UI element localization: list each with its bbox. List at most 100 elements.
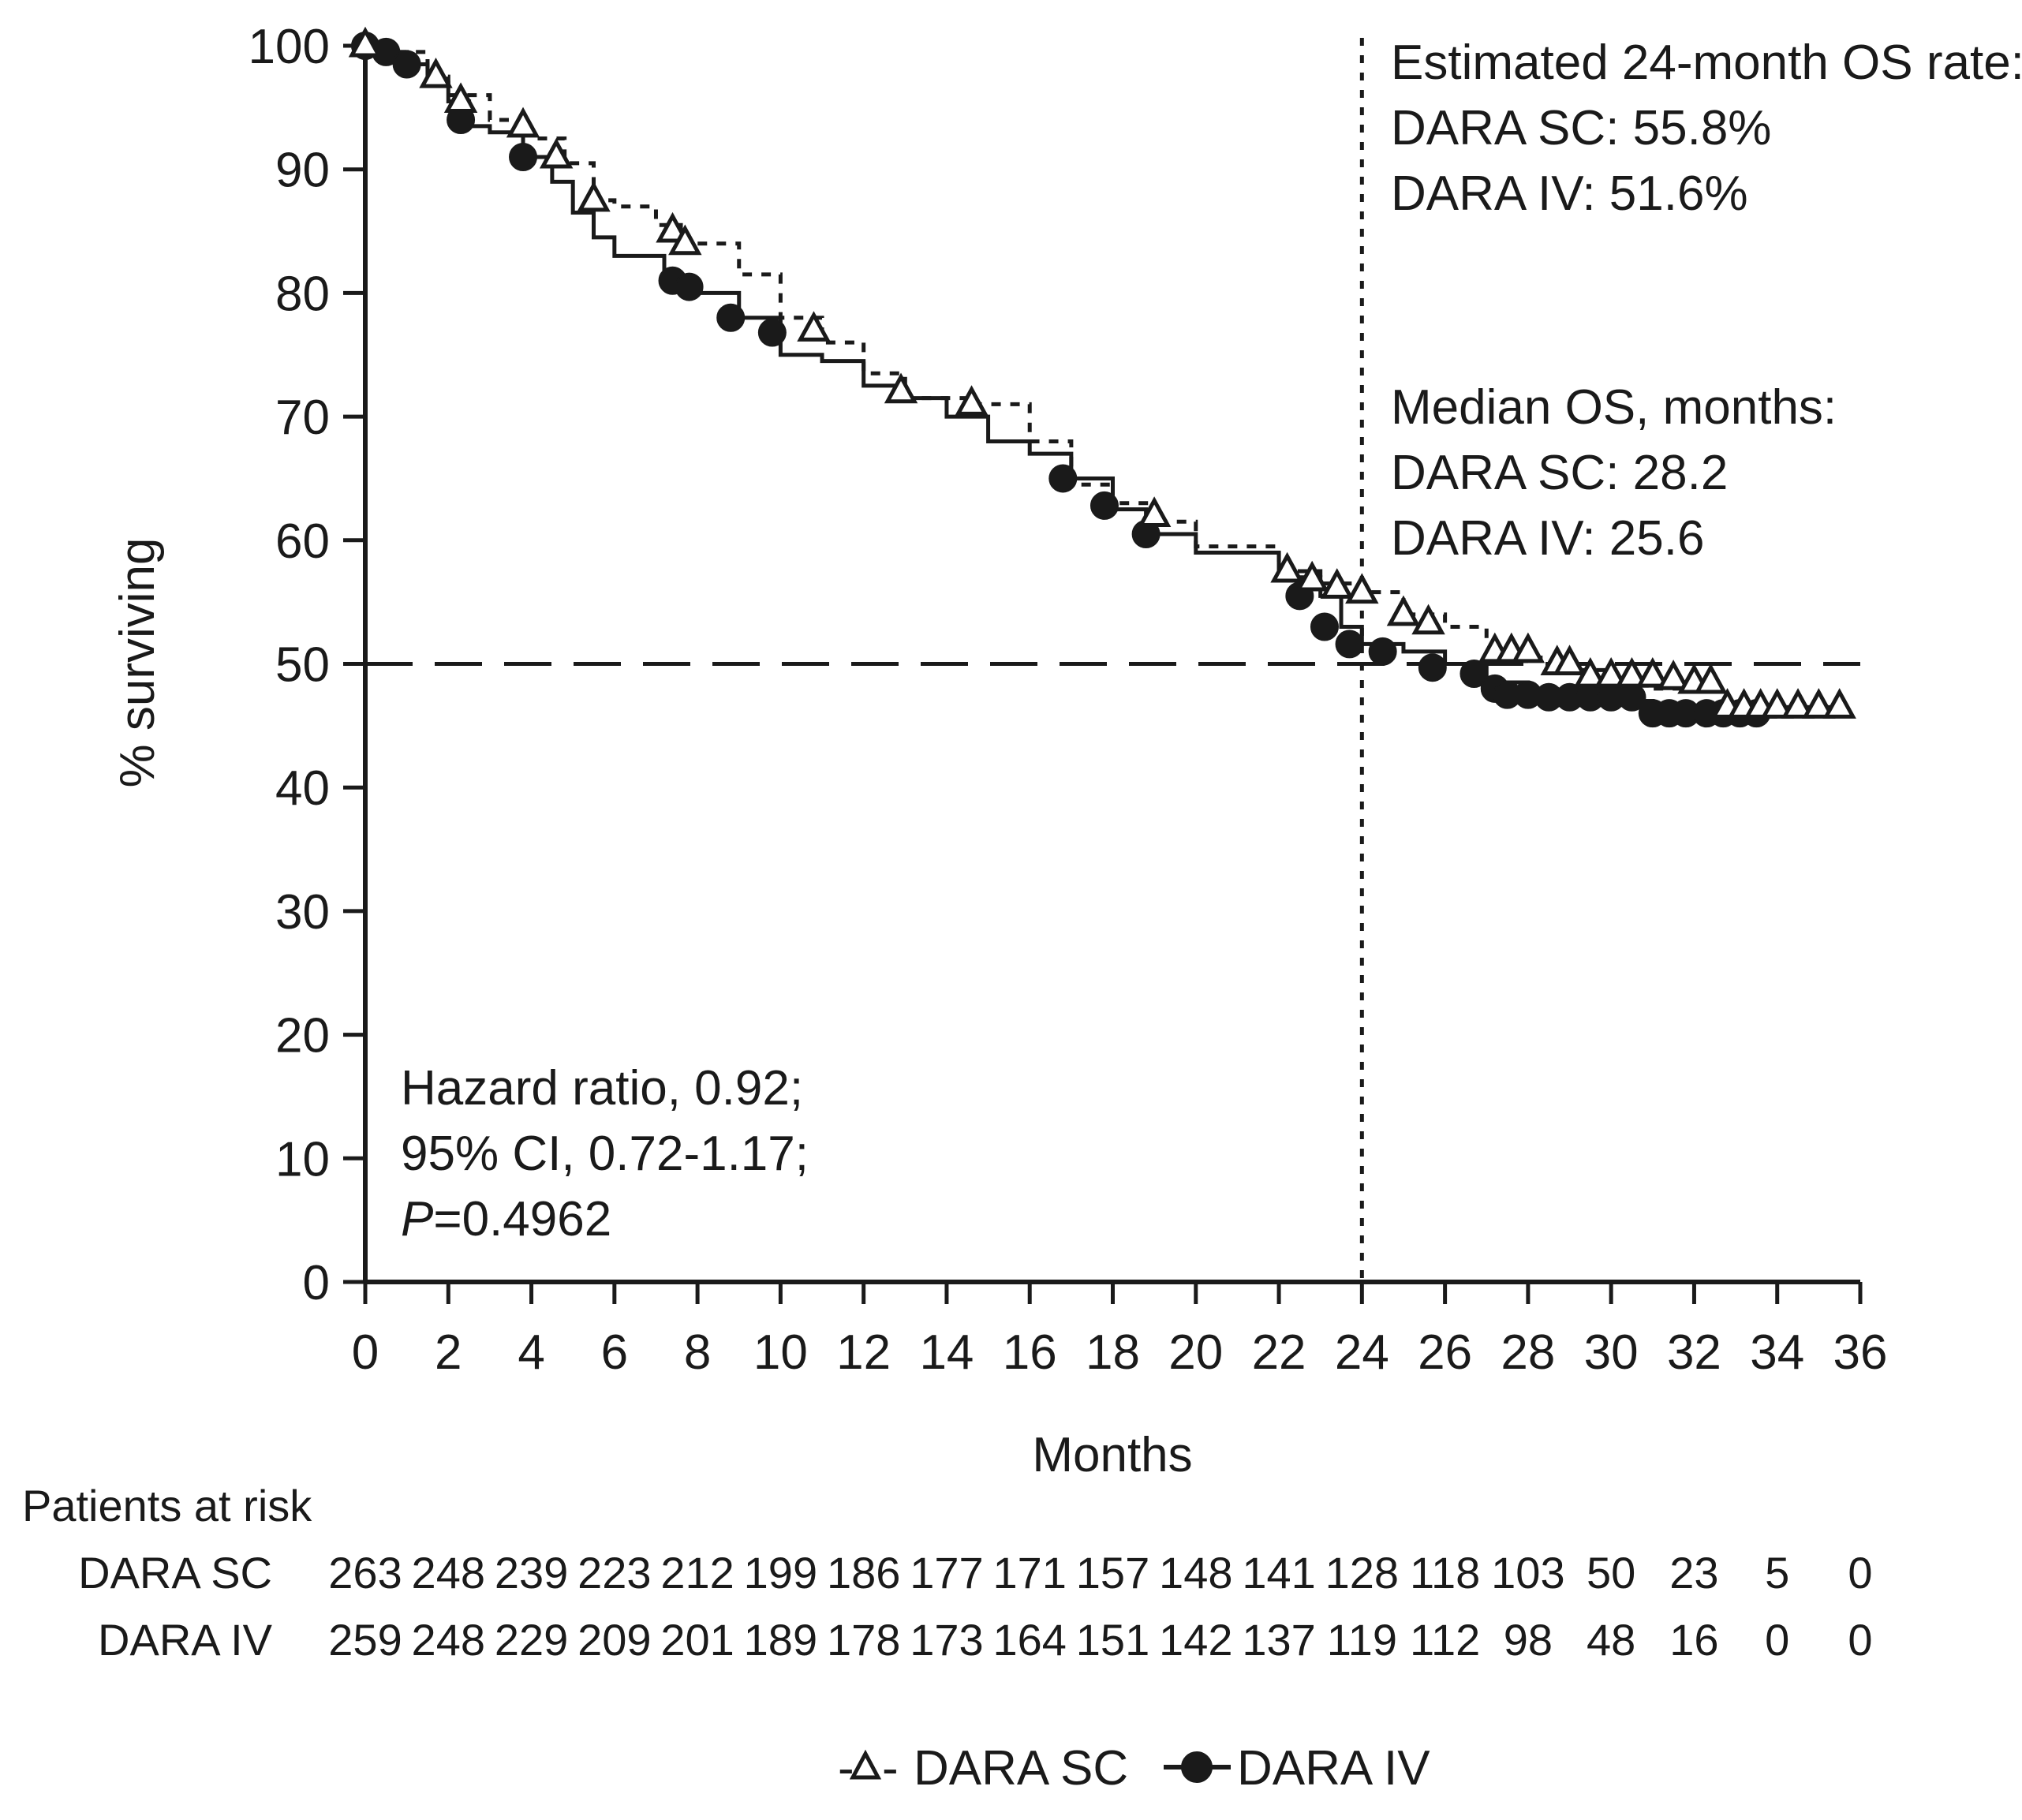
dara-iv-censor-marker [716,303,746,332]
risk-value: 209 [577,1615,651,1665]
dara-sc-censor-marker [884,372,918,404]
median-os-sc: DARA SC: 28.2 [1391,446,1728,500]
risk-value: 177 [910,1548,983,1598]
y-tick-label: 70 [275,391,330,445]
risk-row-iv-label: DARA IV [98,1615,273,1665]
risk-value: 0 [1848,1615,1872,1665]
dara-sc-censor-marker [1635,656,1670,688]
os-rate-title: Estimated 24-month OS rate: [1391,36,2022,90]
dara-iv-censor-marker [1460,660,1489,689]
legend-sc-triangle-icon [849,1749,882,1780]
legend-sc-label: DARA SC [914,1741,1128,1796]
dara-iv-censor-marker [757,318,787,347]
dara-sc-censor-marker [1822,688,1856,719]
risk-value: 239 [495,1548,568,1598]
y-tick-label: 30 [275,885,330,940]
dara-sc-censor-marker [1781,688,1815,719]
dara-sc-censor-marker [668,224,702,256]
dara-sc-censor-marker [1694,663,1728,694]
risk-value: 112 [1410,1615,1480,1665]
dara-sc-censor-marker [1656,660,1691,690]
dara-iv-censor-marker [392,50,421,79]
y-axis-ticks: 0 10 20 30 40 50 60 70 80 90 100 [249,20,365,1310]
x-tick-label: 32 [1667,1325,1721,1380]
x-tick-label: 6 [601,1325,628,1380]
dara-sc-censor-marker [1345,573,1379,604]
risk-value: 0 [1765,1615,1789,1665]
dara-sc-censor-marker [1802,688,1836,719]
risk-table-title: Patients at risk [22,1481,312,1530]
dara-iv-markers [351,32,1771,728]
risk-value: 50 [1587,1548,1635,1598]
x-tick-label: 10 [753,1325,808,1380]
p-value: =0.4962 [433,1192,611,1246]
dara-sc-censor-marker [1295,560,1329,592]
legend: - - DARA SC DARA IV [838,1741,1430,1796]
x-tick-label: 18 [1086,1325,1140,1380]
risk-value: 173 [910,1615,983,1665]
dara-sc-censor-marker [1270,551,1304,583]
risk-value: 0 [1848,1548,1872,1598]
x-tick-label: 22 [1252,1325,1306,1380]
legend-iv-label: DARA IV [1237,1741,1430,1796]
dara-iv-curve [365,43,1761,722]
dara-sc-censor-marker [577,181,611,212]
dara-sc-censor-marker [656,211,690,243]
risk-table-values: 263 248 239 223 212 199 186 177 171 157 148 141 128 1… [328,1548,1872,1665]
x-tick-label: 26 [1418,1325,1472,1380]
dara-sc-censor-marker [1760,688,1794,719]
dara-sc-censor-marker [419,57,453,88]
risk-value: 118 [1410,1548,1480,1598]
risk-value: 137 [1242,1615,1315,1665]
risk-value: 199 [744,1548,817,1598]
os-rate-sc: DARA SC: 55.8% [1391,101,1771,155]
dara-iv-censor-marker [509,143,538,172]
median-os-iv: DARA IV: 25.6 [1391,511,1704,566]
risk-value: 248 [412,1615,485,1665]
x-tick-label: 34 [1750,1325,1804,1380]
risk-value: 48 [1587,1615,1635,1665]
y-tick-label: 10 [275,1132,330,1187]
y-tick-label: 40 [275,761,330,816]
x-axis-ticks: 0 2 4 6 8 10 12 14 16 18 20 22 24 26 28 30 32 34 36 [352,1282,1888,1380]
risk-value: 23 [1669,1548,1718,1598]
x-tick-label: 30 [1584,1325,1639,1380]
risk-row-sc-label: DARA SC [78,1548,272,1598]
x-tick-label: 24 [1335,1325,1389,1380]
legend-sc-dash-right: - [882,1741,899,1796]
risk-value: 189 [744,1615,817,1665]
x-tick-label: 36 [1833,1325,1888,1380]
y-tick-label: 90 [275,144,330,198]
risk-value: 151 [1076,1615,1149,1665]
risk-value: 128 [1325,1548,1399,1598]
dara-sc-censor-marker [1320,568,1354,599]
dara-sc-censor-marker [539,137,574,169]
y-tick-label: 80 [275,267,330,321]
dara-sc-censor-marker [1386,595,1421,626]
dara-sc-censor-marker [1511,632,1545,663]
risk-value: 229 [495,1615,568,1665]
risk-value: 201 [660,1615,734,1665]
dara-sc-censor-marker [348,26,383,58]
risk-value: 5 [1765,1548,1789,1598]
risk-value: 263 [328,1548,402,1598]
dara-iv-censor-marker [1089,491,1119,520]
x-tick-label: 28 [1501,1325,1555,1380]
dara-sc-censor-marker [1137,496,1172,527]
dara-sc-curve [365,43,1842,714]
legend-sc-dash-left: - [838,1741,854,1796]
dara-iv-censor-marker [1310,612,1339,641]
risk-value: 178 [827,1615,900,1665]
x-tick-label: 2 [435,1325,462,1380]
y-tick-label: 50 [275,638,330,693]
p-label: P [401,1192,433,1246]
dara-sc-censor-marker [1553,645,1587,675]
risk-value: 141 [1242,1548,1315,1598]
risk-value: 142 [1159,1615,1232,1665]
dara-sc-censor-marker [506,107,540,138]
risk-value: 148 [1159,1548,1232,1598]
confidence-interval-text: 95% CI, 0.72-1.17; [401,1127,809,1181]
risk-value: 223 [577,1548,651,1598]
risk-value: 98 [1504,1615,1553,1665]
